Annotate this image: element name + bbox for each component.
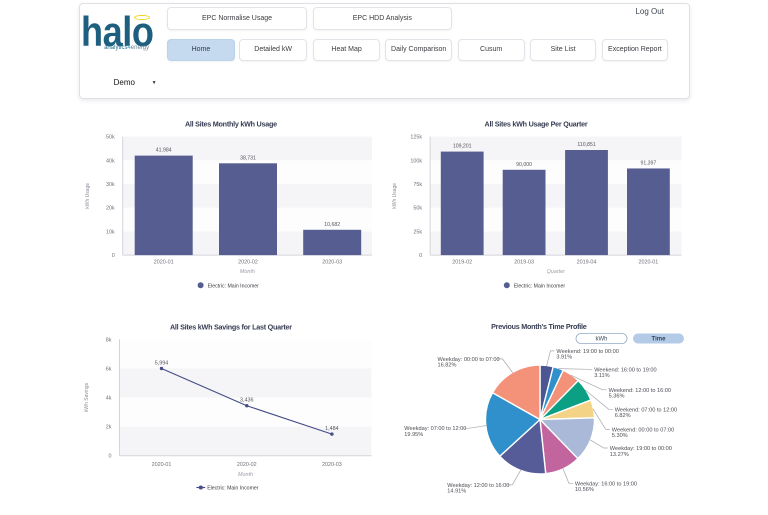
svg-text:Weekend: 16:00 to 19:00: Weekend: 16:00 to 19:00 <box>594 367 656 373</box>
svg-text:91,397: 91,397 <box>640 160 656 166</box>
svg-text:110,851: 110,851 <box>577 142 595 148</box>
svg-text:kWh Usage: kWh Usage <box>85 183 91 209</box>
svg-text:25k: 25k <box>413 229 422 235</box>
svg-text:2020-02: 2020-02 <box>238 260 258 266</box>
svg-text:Quarter: Quarter <box>547 269 565 275</box>
svg-text:10k: 10k <box>106 229 115 235</box>
svg-text:Electric: Main Incomer: Electric: Main Incomer <box>208 284 260 290</box>
svg-text:30k: 30k <box>106 182 115 188</box>
svg-text:16.82%: 16.82% <box>438 363 457 369</box>
svg-text:1,484: 1,484 <box>325 426 339 432</box>
svg-text:19.95%: 19.95% <box>404 432 423 438</box>
svg-text:Weekend: 19:00 to 00:00: Weekend: 19:00 to 00:00 <box>556 349 618 355</box>
svg-text:Weekday: 00:00 to 07:00: Weekday: 00:00 to 07:00 <box>438 357 500 363</box>
svg-text:3.11%: 3.11% <box>594 373 609 379</box>
svg-text:2019-03: 2019-03 <box>514 260 534 266</box>
svg-text:All Sites kWh Usage Per Quarte: All Sites kWh Usage Per Quarter <box>485 119 588 128</box>
svg-text:109,201: 109,201 <box>453 144 472 150</box>
svg-text:2019-02: 2019-02 <box>452 260 472 266</box>
svg-text:2020-03: 2020-03 <box>322 462 342 468</box>
svg-text:75k: 75k <box>413 182 422 188</box>
svg-text:Time: Time <box>652 337 667 343</box>
svg-text:kWh Savings: kWh Savings <box>84 382 90 412</box>
svg-text:Weekday: 07:00 to 12:00: Weekday: 07:00 to 12:00 <box>404 426 466 432</box>
svg-text:kWh Usage: kWh Usage <box>392 183 398 209</box>
svg-text:2020-02: 2020-02 <box>237 462 257 468</box>
svg-text:kWh: kWh <box>596 337 608 343</box>
svg-text:Month: Month <box>238 472 253 478</box>
svg-text:2020-03: 2020-03 <box>322 260 342 266</box>
svg-text:Electric: Main Incomer: Electric: Main Incomer <box>207 485 259 491</box>
svg-text:10,682: 10,682 <box>324 222 340 228</box>
svg-text:Month: Month <box>240 269 255 275</box>
svg-text:Weekend: 12:00 to 16:00: Weekend: 12:00 to 16:00 <box>609 388 671 394</box>
svg-text:38,731: 38,731 <box>240 155 256 161</box>
svg-text:0: 0 <box>109 454 112 460</box>
svg-text:14.91%: 14.91% <box>447 489 466 495</box>
svg-text:2020-01: 2020-01 <box>154 260 174 266</box>
svg-text:3.91%: 3.91% <box>556 355 572 361</box>
svg-text:2020-01: 2020-01 <box>639 260 659 266</box>
svg-text:13.27%: 13.27% <box>610 452 629 458</box>
svg-text:5.30%: 5.30% <box>612 433 628 439</box>
svg-text:Weekday: 19:00 to 00:00: Weekday: 19:00 to 00:00 <box>610 446 672 452</box>
svg-text:Weekend: 07:00 to 12:00: Weekend: 07:00 to 12:00 <box>615 407 677 413</box>
svg-text:8k: 8k <box>106 337 112 343</box>
svg-text:4k: 4k <box>106 396 112 402</box>
svg-text:Weekday: 12:00 to 16:00: Weekday: 12:00 to 16:00 <box>447 483 509 489</box>
svg-text:Electric: Main Incomer: Electric: Main Incomer <box>514 284 566 290</box>
svg-text:2019-04: 2019-04 <box>577 260 597 266</box>
svg-text:2k: 2k <box>106 425 112 431</box>
svg-text:0: 0 <box>112 253 115 259</box>
svg-text:All Sites Monthly kWh Usage: All Sites Monthly kWh Usage <box>185 119 277 128</box>
svg-text:6k: 6k <box>106 366 112 372</box>
svg-text:Weekend: 00:00 to 07:00: Weekend: 00:00 to 07:00 <box>612 427 674 433</box>
svg-text:All Sites kWh Savings for Last: All Sites kWh Savings for Last Quarter <box>170 322 292 331</box>
svg-text:50k: 50k <box>106 135 115 141</box>
svg-text:3,436: 3,436 <box>240 398 254 404</box>
svg-text:100k: 100k <box>410 158 422 164</box>
svg-text:50k: 50k <box>413 206 422 212</box>
svg-text:90,000: 90,000 <box>516 162 532 168</box>
svg-text:5.36%: 5.36% <box>609 394 625 400</box>
svg-text:10.56%: 10.56% <box>575 487 594 493</box>
svg-text:Previous Month's Time Profile: Previous Month's Time Profile <box>491 322 587 331</box>
svg-text:0: 0 <box>419 253 422 259</box>
svg-text:41,984: 41,984 <box>156 148 172 154</box>
svg-text:2020-01: 2020-01 <box>152 462 172 468</box>
svg-text:6.82%: 6.82% <box>615 413 631 419</box>
svg-text:20k: 20k <box>106 206 115 212</box>
svg-text:40k: 40k <box>106 158 115 164</box>
svg-text:125k: 125k <box>410 135 422 141</box>
svg-text:5,994: 5,994 <box>155 360 169 366</box>
svg-text:Weekday: 16:00 to 19:00: Weekday: 16:00 to 19:00 <box>575 481 637 487</box>
